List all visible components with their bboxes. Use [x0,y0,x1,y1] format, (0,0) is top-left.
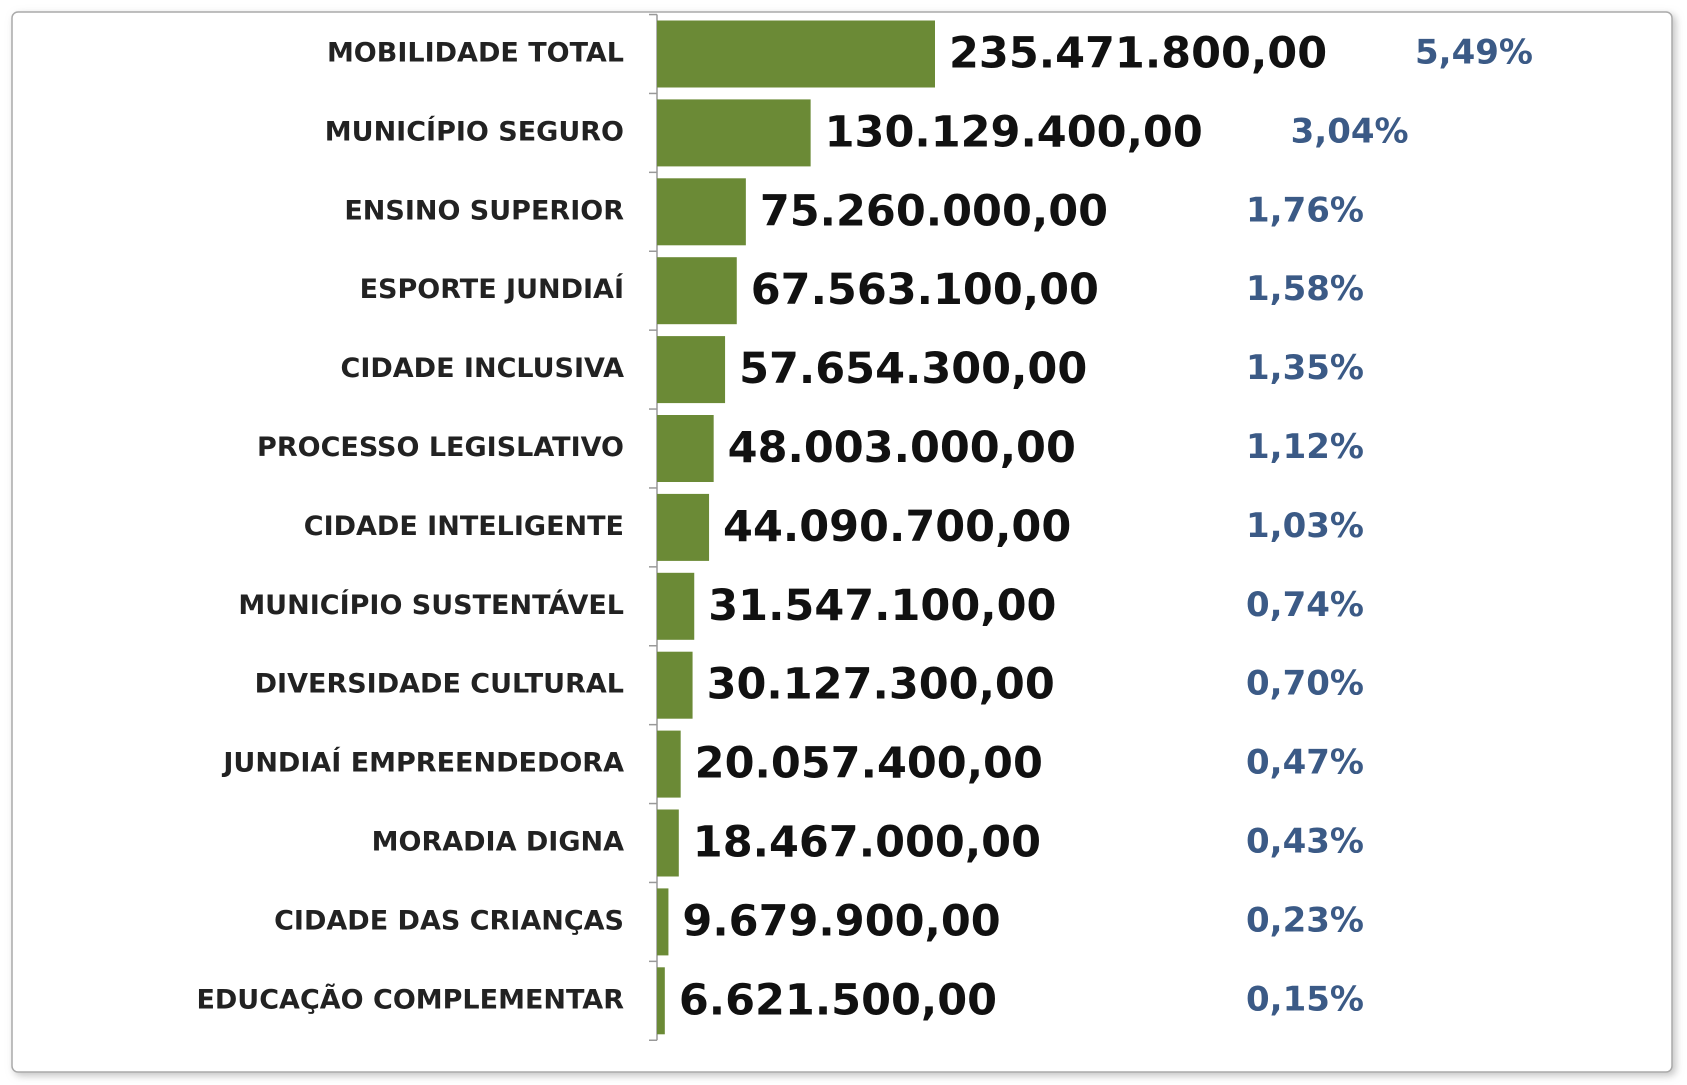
category-label: EDUCAÇÃO COMPLEMENTAR [196,983,624,1015]
value-label: 67.563.100,00 [751,265,1099,315]
bar [657,257,737,325]
share-label: 0,70% [1246,664,1364,704]
category-label: PROCESSO LEGISLATIVO [257,432,624,463]
category-label: MORADIA DIGNA [372,827,624,858]
category-label: DIVERSIDADE CULTURAL [255,669,624,700]
share-label: 0,47% [1246,743,1364,783]
bar [657,178,746,246]
category-label: MUNICÍPIO SUSTENTÁVEL [238,589,624,621]
bar [657,809,679,877]
category-label: ESPORTE JUNDIAÍ [360,273,624,305]
bar [657,415,714,482]
category-label: CIDADE INCLUSIVA [341,353,625,384]
share-label: 1,03% [1246,506,1364,546]
bar [657,20,935,88]
bar [657,572,695,640]
bar [657,888,669,956]
bar [657,336,726,404]
share-label: 0,23% [1246,900,1364,940]
share-label: 1,12% [1246,427,1364,467]
value-label: 18.467.000,00 [693,818,1041,868]
value-label: 9.679.900,00 [682,896,1000,946]
bar [657,493,710,561]
share-label: 3,04% [1291,111,1409,151]
category-label: CIDADE INTELIGENTE [304,511,624,542]
value-label: 44.090.700,00 [723,502,1071,552]
value-label: 48.003.000,00 [728,423,1076,473]
value-label: 31.547.100,00 [708,581,1056,631]
category-label: JUNDIAÍ EMPREENDEDORA [221,747,624,779]
bar [657,99,811,167]
bar [657,651,693,719]
bar [657,967,665,1035]
share-label: 1,76% [1246,190,1364,230]
bar [657,730,681,798]
value-label: 30.127.300,00 [707,660,1055,710]
share-label: 1,35% [1246,348,1364,388]
value-label: 75.260.000,00 [760,186,1108,236]
value-label: 6.621.500,00 [679,975,997,1025]
value-label: 57.654.300,00 [739,344,1087,394]
frame [11,11,1673,1073]
share-label: 5,49% [1415,33,1533,73]
category-label: ENSINO SUPERIOR [344,195,624,226]
category-label: CIDADE DAS CRIANÇAS [274,905,624,936]
share-label: 0,74% [1246,585,1364,625]
category-label: MUNICÍPIO SEGURO [325,115,624,147]
value-label: 130.129.400,00 [825,107,1203,157]
value-label: 235.471.800,00 [949,29,1327,79]
share-label: 1,58% [1246,269,1364,309]
category-label: MOBILIDADE TOTAL [327,38,624,69]
share-label: 0,43% [1246,822,1364,862]
share-label: 0,15% [1246,979,1364,1019]
value-label: 20.057.400,00 [695,739,1043,789]
